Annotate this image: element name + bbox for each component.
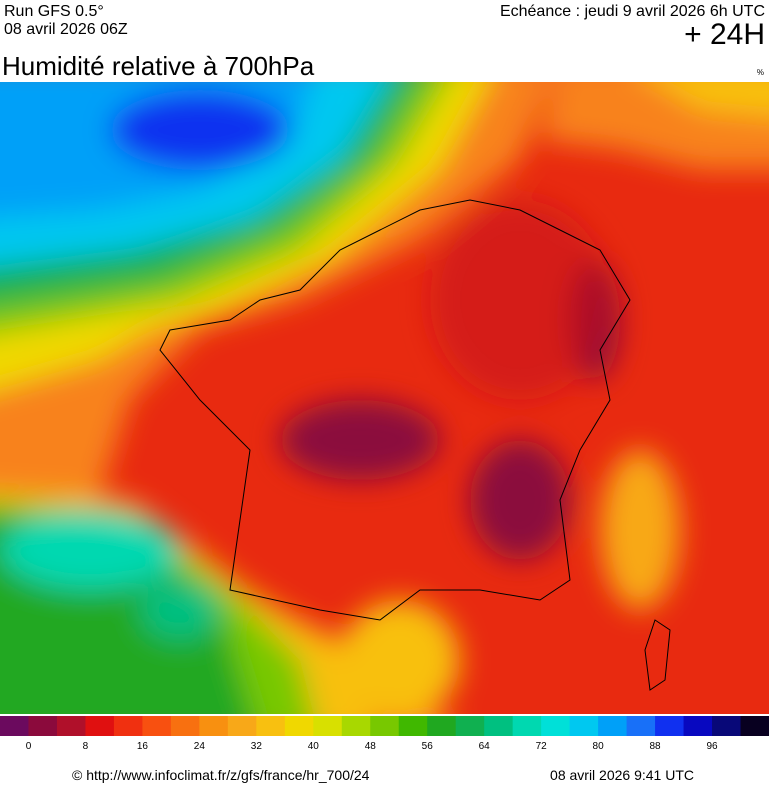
color-swatch — [740, 716, 769, 736]
color-swatch — [398, 716, 428, 736]
scale-label: 8 — [83, 741, 89, 752]
color-swatch — [227, 716, 257, 736]
forecast-label: Echéance : jeudi 9 avril 2026 6h UTC — [500, 3, 765, 20]
color-swatch — [199, 716, 229, 736]
scale-label: 16 — [137, 741, 149, 752]
scale-label: 88 — [650, 741, 662, 752]
color-swatch — [170, 716, 200, 736]
scale-label: 0 — [26, 741, 32, 752]
color-swatch — [370, 716, 400, 736]
lead-time: + 24H — [684, 18, 765, 51]
color-swatch — [569, 716, 599, 736]
scale-label: 80 — [593, 741, 605, 752]
color-scale: 0 8 16 24 32 40 48 56 64 72 80 88 96 — [0, 716, 769, 752]
scale-label: 96 — [706, 741, 718, 752]
color-swatch — [256, 716, 286, 736]
scale-label: 24 — [194, 741, 206, 752]
color-swatch — [655, 716, 685, 736]
unit: % — [757, 68, 764, 77]
source-url: © http://www.infoclimat.fr/z/gfs/france/… — [72, 767, 370, 783]
color-swatch — [0, 716, 29, 736]
color-swatch — [512, 716, 542, 736]
scale-label: 40 — [308, 741, 320, 752]
scale-label: 64 — [479, 741, 491, 752]
island-outline — [644, 619, 671, 691]
issued-time: 08 avril 2026 9:41 UTC — [550, 767, 694, 783]
color-swatch — [341, 716, 371, 736]
scale-label: 56 — [422, 741, 434, 752]
color-swatch — [427, 716, 457, 736]
color-swatch — [683, 716, 713, 736]
run-label: Run GFS 0.5° — [4, 3, 104, 20]
color-swatch — [142, 716, 172, 736]
color-swatch — [85, 716, 115, 736]
color-swatch — [113, 716, 143, 736]
color-swatch — [626, 716, 656, 736]
run-date: 08 avril 2026 06Z — [4, 21, 128, 38]
color-swatch — [56, 716, 86, 736]
color-swatch — [484, 716, 514, 736]
map-title: Humidité relative à 700hPa — [2, 51, 315, 81]
color-swatch — [598, 716, 628, 736]
color-swatch — [455, 716, 485, 736]
color-swatch — [541, 716, 571, 736]
humidity-field — [0, 82, 769, 714]
color-swatch — [712, 716, 742, 736]
country-outline — [159, 199, 631, 621]
color-swatch — [28, 716, 58, 736]
scale-label: 32 — [251, 741, 263, 752]
color-swatch — [313, 716, 343, 736]
scale-label: 72 — [536, 741, 548, 752]
color-swatch — [284, 716, 314, 736]
scale-label: 48 — [365, 741, 377, 752]
